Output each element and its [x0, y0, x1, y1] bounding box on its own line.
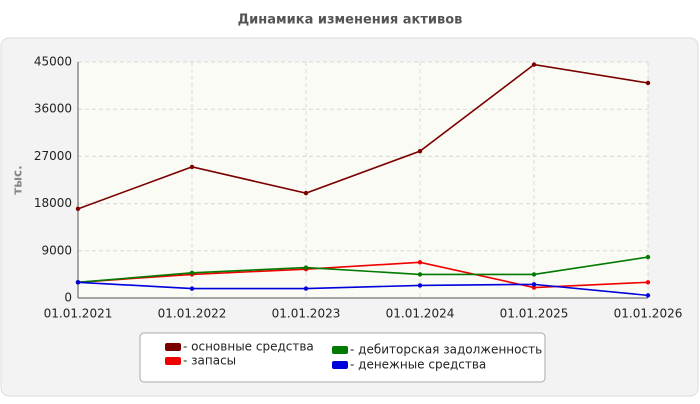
point — [189, 164, 195, 170]
point — [645, 293, 651, 298]
series-line — [77, 281, 649, 297]
point — [189, 286, 195, 291]
plot-area — [78, 62, 648, 298]
point — [645, 80, 651, 86]
x-tick-label: 01.01.2024 — [386, 307, 455, 321]
legend-swatch — [332, 346, 348, 354]
y-axis-label: тыс. — [11, 165, 25, 194]
point — [75, 280, 81, 285]
point — [531, 272, 537, 277]
chart-title: Динамика изменения активов — [238, 13, 463, 28]
point — [303, 265, 309, 270]
x-tick-label: 01.01.2022 — [158, 307, 227, 321]
point — [417, 148, 423, 154]
y-tick-label: 18000 — [34, 196, 72, 210]
legend-swatch — [165, 357, 181, 365]
x-tick-label: 01.01.2025 — [500, 307, 569, 321]
point — [417, 283, 423, 288]
legend-label: - денежные средства — [350, 358, 486, 372]
point — [75, 206, 81, 212]
legend-label: - запасы — [183, 354, 236, 368]
y-tick-label: 0 — [64, 291, 72, 305]
point — [417, 260, 423, 265]
legend-swatch — [332, 361, 348, 369]
point — [531, 282, 537, 287]
y-tick-label: 27000 — [34, 149, 72, 163]
series-line — [77, 63, 649, 210]
y-tick-label: 45000 — [34, 55, 72, 69]
x-tick-label: 01.01.2021 — [44, 307, 113, 321]
y-tick-label: 36000 — [34, 102, 72, 116]
legend-label: - дебиторская задолженность — [350, 343, 542, 357]
x-tick-label: 01.01.2023 — [272, 307, 341, 321]
y-tick-label: 9000 — [41, 243, 72, 257]
legend-swatch — [165, 343, 181, 351]
legend-label: - основные средства — [183, 340, 314, 354]
point — [303, 286, 309, 291]
point — [417, 272, 423, 277]
point — [189, 270, 195, 276]
x-tick-label: 01.01.2026 — [614, 307, 683, 321]
point — [303, 190, 309, 196]
series-line — [77, 256, 649, 284]
point — [531, 285, 537, 290]
point — [645, 280, 651, 285]
point — [645, 254, 651, 260]
point — [531, 62, 537, 67]
legend — [139, 332, 546, 383]
